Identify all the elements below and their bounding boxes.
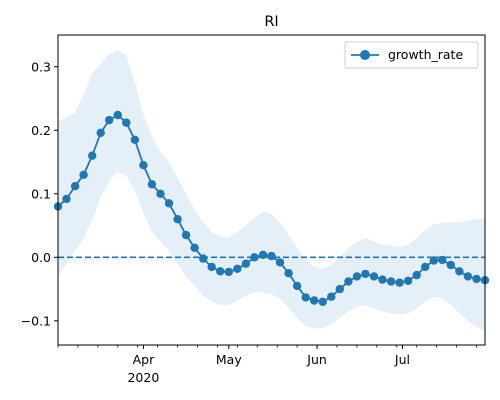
data-point — [395, 278, 404, 287]
data-point — [361, 269, 370, 279]
y-tick-label: 0.0 — [31, 250, 51, 265]
chart-title: RI — [264, 14, 278, 30]
y-tick-label: 0.1 — [31, 186, 51, 201]
data-point — [403, 276, 413, 285]
legend: growth_rate — [344, 41, 479, 69]
data-point — [292, 281, 302, 291]
confidence-band — [58, 50, 485, 331]
data-point — [250, 253, 259, 262]
data-point — [327, 292, 336, 301]
data-point — [258, 250, 268, 259]
data-point — [352, 272, 362, 281]
x-tick-label: Jun — [306, 352, 327, 367]
data-point — [472, 274, 481, 284]
data-point — [463, 272, 473, 281]
x-tick-label: May — [216, 352, 242, 367]
data-point — [224, 267, 233, 277]
data-point — [386, 277, 396, 286]
data-point — [62, 194, 71, 204]
data-point — [335, 284, 344, 294]
data-point — [438, 255, 447, 265]
data-point — [301, 293, 310, 302]
data-point — [122, 118, 131, 127]
legend-box — [344, 41, 479, 69]
data-point — [96, 128, 105, 137]
x-tick-label: Jul — [394, 352, 410, 367]
data-point — [344, 277, 353, 286]
data-point — [275, 258, 285, 267]
axes-frame — [57, 34, 486, 346]
y-tick-label: 0.3 — [31, 59, 51, 74]
data-point — [310, 296, 319, 305]
data-point — [421, 262, 430, 272]
data-point — [241, 259, 251, 268]
data-point — [284, 269, 293, 278]
data-point — [378, 275, 387, 284]
data-point — [412, 270, 421, 280]
data-point — [88, 151, 97, 160]
data-point — [267, 251, 276, 261]
data-point — [446, 260, 455, 270]
data-point — [199, 254, 208, 263]
legend-point-marker — [360, 50, 370, 60]
data-point — [173, 215, 182, 224]
plot-area — [53, 50, 490, 331]
x-tick-year-label: 2020 — [127, 370, 159, 385]
y-tick-label: −0.1 — [21, 313, 51, 328]
axis-ticks: −0.1 0.0 0.1 0.2 0.3 Apr 2020 May Jun Jul — [21, 59, 477, 385]
data-point — [455, 267, 464, 276]
data-point — [70, 182, 80, 191]
data-point — [233, 264, 242, 273]
data-point — [164, 199, 174, 208]
data-point — [79, 170, 88, 179]
data-point — [207, 262, 216, 272]
data-point — [147, 180, 157, 189]
data-point — [369, 272, 379, 281]
y-tick-label: 0.2 — [31, 123, 51, 138]
data-point — [105, 115, 114, 125]
legend-label: growth_rate — [388, 47, 463, 62]
data-point — [216, 267, 225, 276]
data-point — [181, 230, 191, 240]
data-point — [130, 135, 140, 144]
data-point — [429, 256, 438, 265]
data-point — [190, 243, 199, 252]
data-point — [156, 189, 165, 198]
data-point — [318, 297, 327, 306]
x-tick-label: Apr — [133, 352, 155, 367]
data-point — [113, 110, 123, 120]
data-point — [139, 161, 148, 170]
